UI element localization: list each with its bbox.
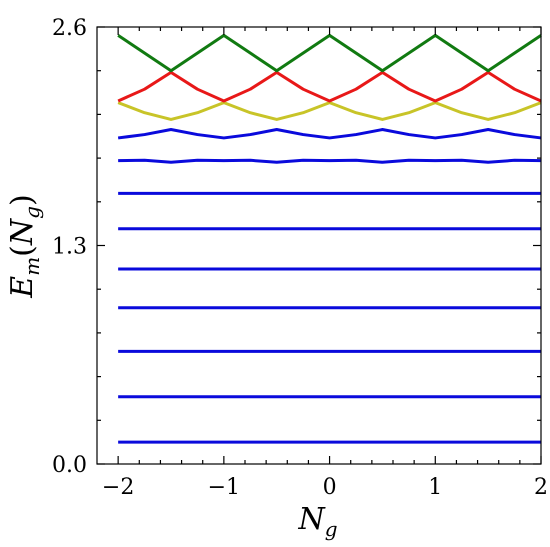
plot-frame bbox=[96, 26, 542, 465]
x-axis-label: Ng bbox=[297, 502, 337, 541]
axis-tick-labels: −2 −1 0 1 2 0.0 1.3 2.6 bbox=[52, 16, 548, 500]
x-tick-label: −2 bbox=[102, 475, 134, 500]
series-line-8 bbox=[118, 158, 542, 164]
y-tick-label: 1.3 bbox=[52, 235, 87, 260]
x-tick-label: −1 bbox=[208, 475, 240, 500]
x-tick-label: 0 bbox=[323, 475, 337, 500]
series-line-10 bbox=[117, 101, 542, 121]
series-lines bbox=[117, 33, 542, 444]
x-tick-label: 2 bbox=[534, 475, 548, 500]
x-tick-label: 1 bbox=[428, 475, 442, 500]
series-line-9 bbox=[117, 128, 542, 140]
y-tick-label: 2.6 bbox=[52, 16, 87, 41]
series-line-11 bbox=[117, 70, 542, 103]
y-tick-label: 0.0 bbox=[52, 453, 87, 478]
series-line-12 bbox=[117, 33, 542, 73]
y-axis-label: Em(Ng) bbox=[5, 194, 44, 298]
axis-ticks bbox=[97, 26, 542, 465]
